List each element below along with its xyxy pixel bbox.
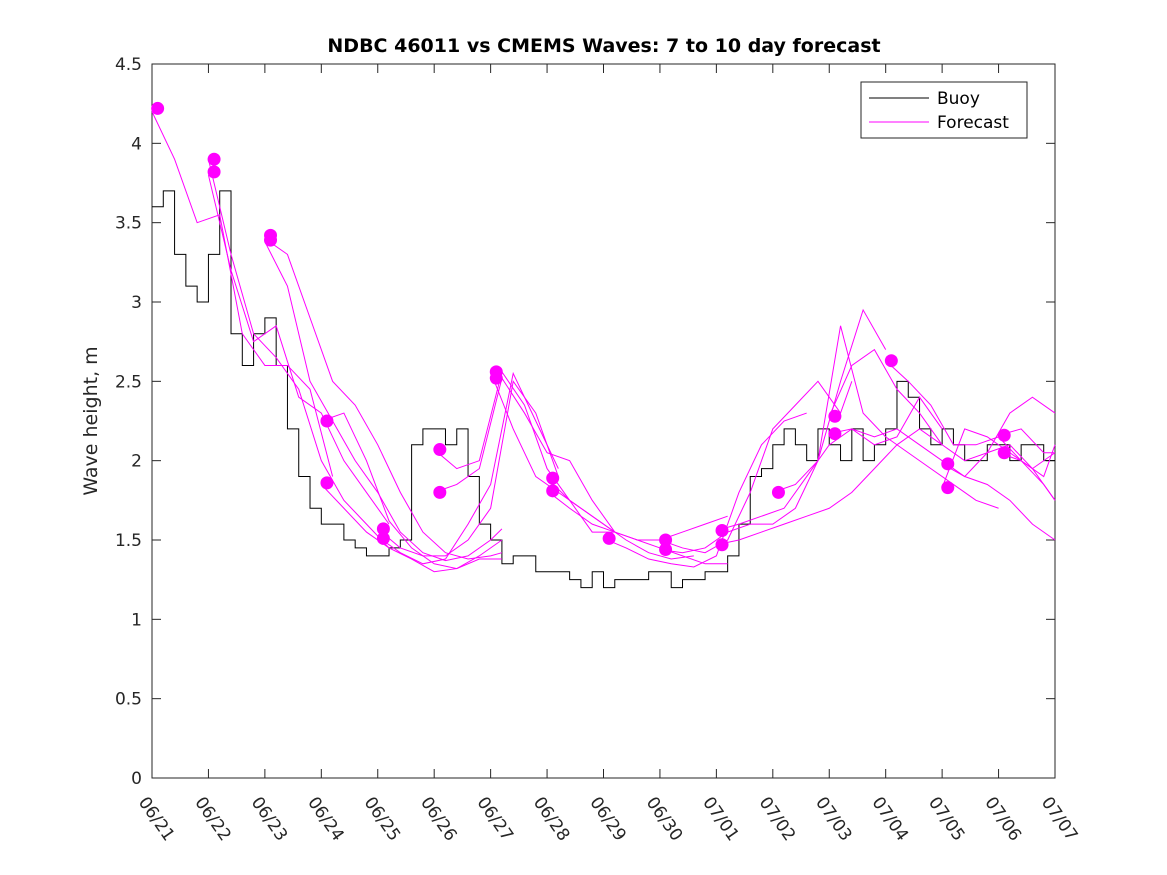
- forecast-line: [207, 159, 390, 549]
- plot-area: 0 0.5 1 1.5 2 2.5 3 3.5 4 4.5 06/21 06/22 06/23 06/24…: [115, 55, 1081, 845]
- x-tick-label: 06/27: [473, 793, 517, 845]
- forecast-line: [377, 371, 559, 565]
- legend-forecast-label: Forecast: [937, 113, 1009, 133]
- y-tick-label: 1: [131, 610, 142, 630]
- x-tick-label: 07/04: [868, 793, 912, 845]
- forecast-line: [546, 490, 728, 565]
- forecast-marker: [997, 428, 1011, 442]
- y-tick-label: 4.5: [115, 55, 142, 75]
- forecast-marker: [602, 531, 616, 545]
- forecast-marker: [659, 533, 673, 547]
- forecast-line: [828, 348, 1056, 462]
- forecast-line: [264, 238, 503, 560]
- forecast-marker: [546, 471, 560, 485]
- forecast-marker: [320, 476, 334, 490]
- y-axis-label: Wave height, m: [80, 346, 102, 495]
- y-tick-label: 2.5: [115, 372, 142, 392]
- legend-box: [860, 81, 1028, 139]
- forecast-marker: [320, 414, 334, 428]
- y-tick-label: 0.5: [115, 690, 142, 710]
- x-tick-label: 07/02: [755, 793, 799, 845]
- forecast-line: [434, 376, 616, 533]
- x-tick-label: 07/07: [1037, 793, 1081, 845]
- y-tick-label: 0: [131, 769, 142, 789]
- forecast-line: [603, 412, 807, 568]
- x-tick-label: 06/24: [303, 793, 347, 845]
- x-tick-label: 07/06: [980, 793, 1024, 845]
- x-tick-label: 07/03: [811, 793, 855, 845]
- x-tick-label: 06/25: [360, 793, 404, 845]
- forecast-marker: [997, 446, 1011, 460]
- forecast-marker: [207, 152, 221, 166]
- forecast-line: [716, 428, 943, 546]
- forecast-markers: [151, 101, 1011, 557]
- y-tick-label: 3: [131, 293, 142, 313]
- forecast-line: [772, 325, 999, 509]
- x-tick-label: 06/29: [585, 793, 629, 845]
- forecast-series: [151, 111, 1056, 573]
- forecast-marker: [828, 427, 842, 441]
- forecast-line: [320, 484, 503, 573]
- forecast-line: [207, 174, 390, 525]
- y-tick-label: 4: [131, 134, 142, 154]
- forecast-line: [264, 241, 503, 562]
- forecast-marker: [884, 354, 898, 368]
- legend-buoy-label: Buoy: [937, 89, 980, 109]
- forecast-line: [433, 370, 615, 533]
- forecast-marker: [715, 538, 729, 552]
- forecast-marker: [433, 443, 447, 457]
- forecast-line: [941, 428, 1056, 501]
- forecast-line: [151, 111, 334, 477]
- forecast-marker: [376, 522, 390, 536]
- x-tick-label: 07/01: [698, 793, 742, 845]
- forecast-marker: [376, 531, 390, 545]
- forecast-line: [659, 308, 887, 554]
- chart-title: NDBC 46011 vs CMEMS Waves: 7 to 10 day f…: [327, 35, 880, 57]
- x-tick-label: 07/05: [924, 793, 968, 845]
- forecast-marker: [433, 485, 447, 499]
- forecast-line: [716, 396, 943, 531]
- forecast-marker: [546, 484, 560, 498]
- x-tick-label: 06/30: [642, 793, 686, 845]
- y-tick-label: 3.5: [115, 214, 142, 234]
- forecast-line: [321, 412, 502, 570]
- forecast-marker: [151, 101, 165, 115]
- y-tick-label: 1.5: [115, 531, 142, 551]
- forecast-line: [941, 463, 1056, 541]
- x-tick-label: 06/26: [416, 793, 460, 845]
- forecast-marker: [941, 481, 955, 495]
- forecast-line: [998, 444, 1056, 478]
- forecast-marker: [659, 543, 673, 557]
- x-tick-label: 06/21: [134, 793, 178, 845]
- forecast-marker: [828, 409, 842, 423]
- forecast-marker: [264, 233, 278, 247]
- forecast-marker: [771, 485, 785, 499]
- x-tick-label: 06/22: [190, 793, 234, 845]
- forecast-line: [885, 360, 1056, 501]
- forecast-marker: [941, 457, 955, 471]
- x-tick-label: 06/23: [247, 793, 291, 845]
- forecast-marker: [489, 371, 503, 385]
- forecast-marker: [715, 523, 729, 537]
- forecast-marker: [207, 165, 221, 179]
- legend: Buoy Forecast: [860, 81, 1028, 139]
- y-tick-label: 2: [131, 452, 142, 472]
- plot-frame: [151, 63, 1056, 779]
- forecast-line: [377, 380, 559, 557]
- x-tick-label: 06/28: [529, 793, 573, 845]
